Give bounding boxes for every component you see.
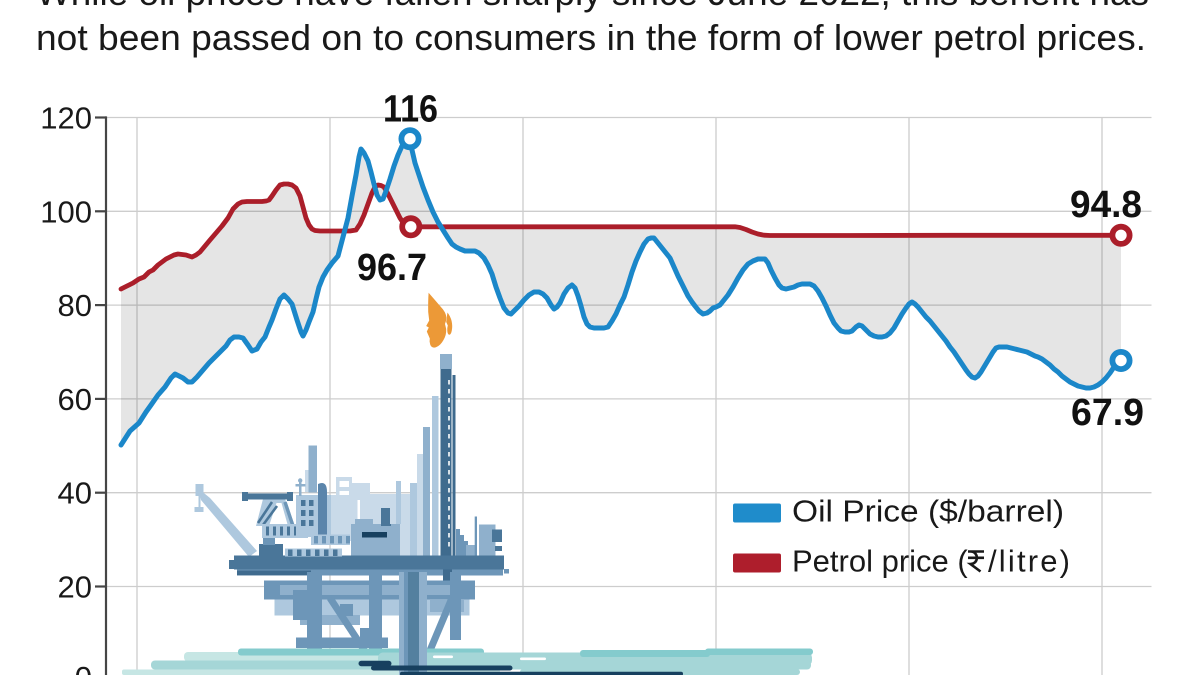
svg-text:80: 80 (58, 288, 92, 323)
svg-text:94.8: 94.8 (1070, 184, 1142, 226)
svg-text:120: 120 (40, 101, 92, 136)
svg-text:20: 20 (58, 570, 92, 605)
svg-text:100: 100 (40, 194, 92, 229)
svg-text:Oil Price ($/barrel): Oil Price ($/barrel) (792, 494, 1064, 529)
svg-text:Petrol price (: Petrol price ( (792, 544, 968, 579)
svg-text:96.7: 96.7 (357, 247, 427, 289)
svg-text:40: 40 (58, 476, 92, 511)
svg-text:116: 116 (383, 89, 438, 131)
svg-text:60: 60 (58, 382, 92, 417)
svg-text:0: 0 (75, 660, 92, 675)
svg-text:not been passed on to consumer: not been passed on to consumers in the f… (36, 17, 1146, 58)
svg-text:67.9: 67.9 (1071, 392, 1144, 434)
svg-text:/litre): /litre) (988, 544, 1070, 579)
svg-text:While oil prices have fallen s: While oil prices have fallen sharply sin… (36, 0, 1149, 13)
